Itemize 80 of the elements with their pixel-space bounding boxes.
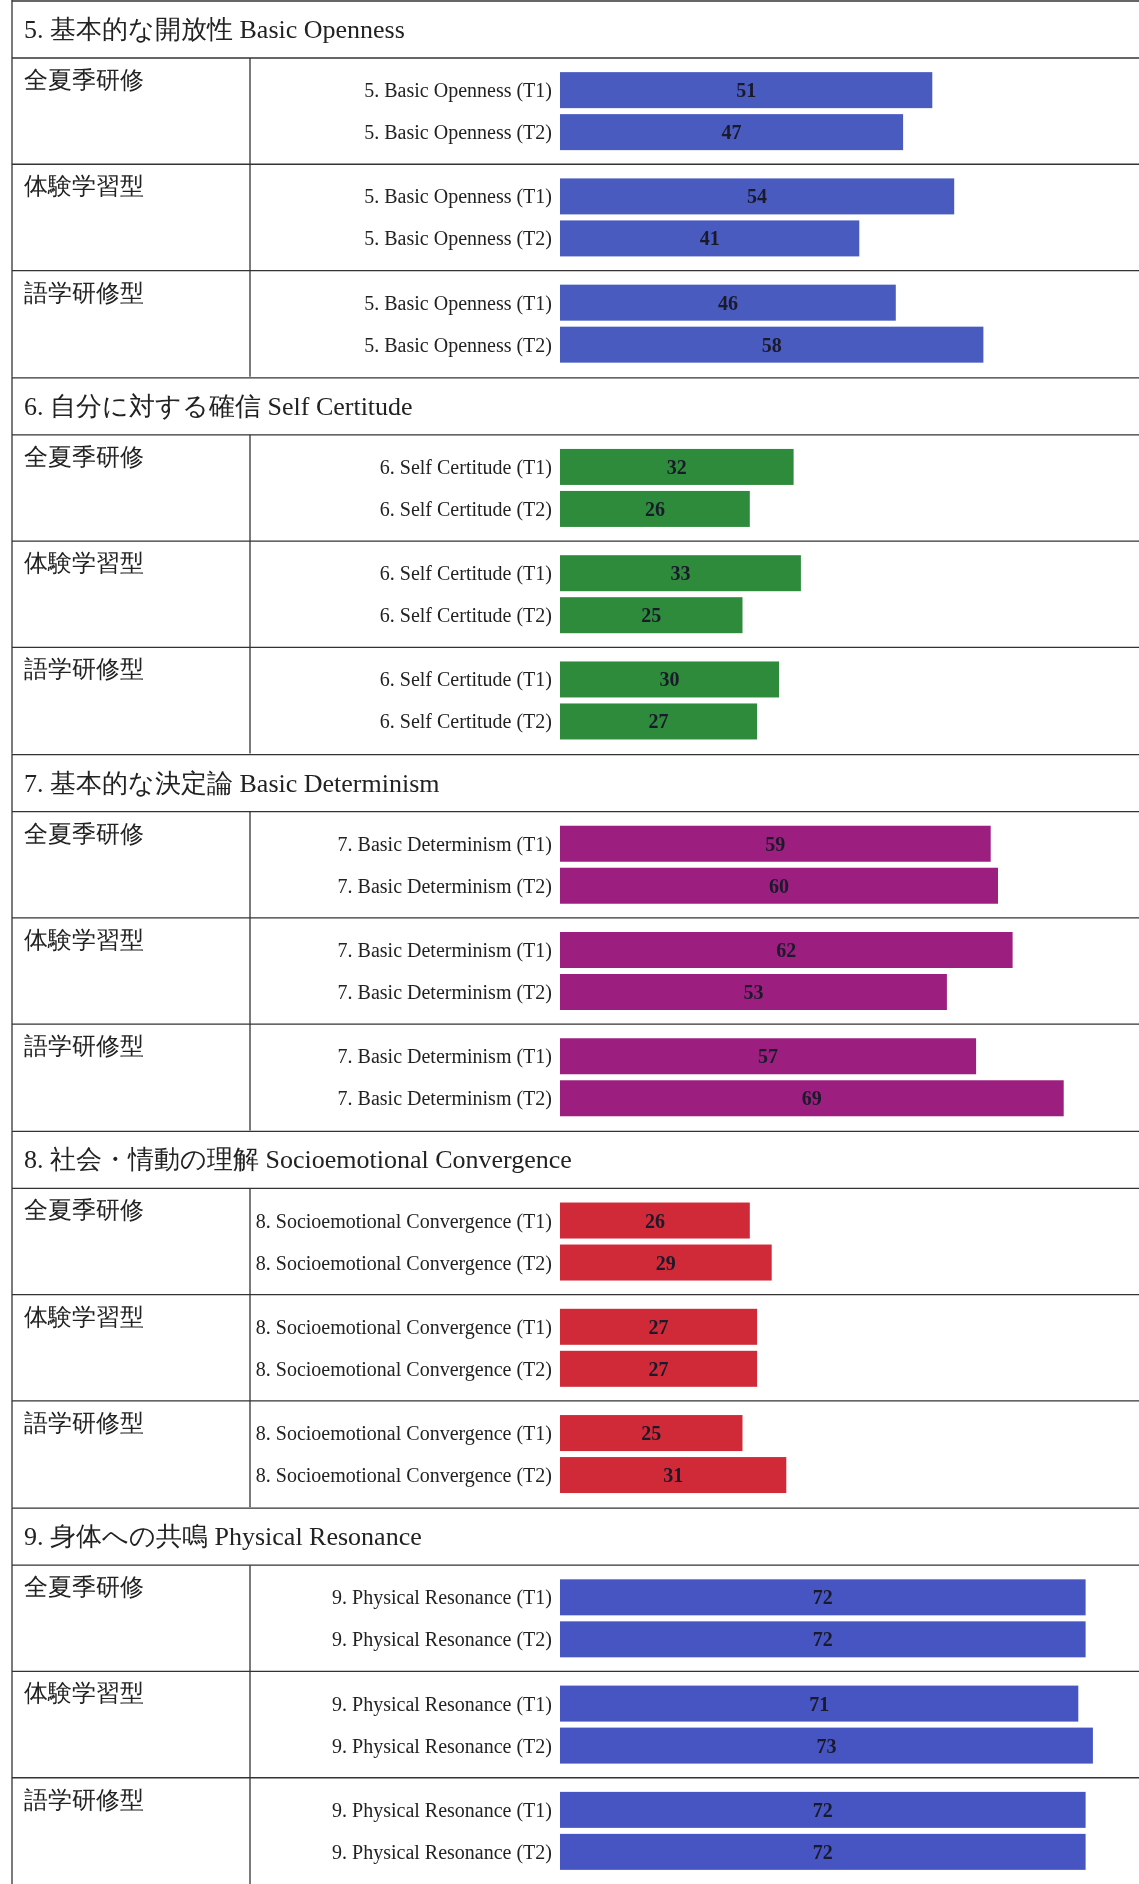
- y-tick-label: 8. Socioemotional Convergence (T1): [255, 1315, 552, 1339]
- y-tick-label: 9. Physical Resonance (T2): [332, 1628, 552, 1652]
- data-label: 29: [655, 1251, 676, 1274]
- y-tick-label: 6. Self Certitude (T2): [379, 710, 552, 734]
- y-tick-label: 8. Socioemotional Convergence (T1): [255, 1209, 552, 1233]
- y-tick-label: 6. Self Certitude (T1): [379, 562, 552, 586]
- y-tick-label: 7. Basic Determinism (T2): [337, 981, 552, 1004]
- data-label: 46: [717, 291, 738, 314]
- y-tick-label: 5. Basic Openness (T2): [364, 227, 552, 251]
- data-label: 27: [648, 1357, 669, 1380]
- y-tick-label: 9. Physical Resonance (T2): [332, 1840, 552, 1864]
- text: 体験学習型: [24, 550, 144, 577]
- y-tick-label: 9. Physical Resonance (T1): [332, 1692, 552, 1716]
- data-label: 59: [765, 832, 786, 855]
- data-label: 58: [761, 333, 782, 356]
- text: 体験学習型: [24, 1303, 144, 1330]
- text: 語学研修型: [24, 279, 144, 306]
- text: 体験学習型: [24, 1680, 144, 1707]
- data-label: 57: [758, 1045, 779, 1068]
- data-label: 54: [747, 185, 768, 208]
- y-tick-label: 7. Basic Determinism (T1): [337, 939, 552, 962]
- text: 語学研修型: [24, 1033, 144, 1060]
- data-label: 69: [801, 1087, 822, 1110]
- data-label: 47: [721, 121, 742, 144]
- y-tick-label: 9. Physical Resonance (T1): [332, 1798, 552, 1822]
- y-tick-label: 6. Self Certitude (T1): [379, 455, 552, 479]
- text: 語学研修型: [24, 656, 144, 683]
- text: 体験学習型: [24, 173, 144, 200]
- y-tick-label: 8. Socioemotional Convergence (T2): [255, 1357, 552, 1381]
- text: 語学研修型: [24, 1786, 144, 1813]
- text: 全夏季研修: [24, 1197, 144, 1224]
- data-label: 30: [659, 668, 680, 691]
- data-label: 72: [812, 1840, 833, 1863]
- y-tick-label: 5. Basic Openness (T2): [364, 121, 552, 145]
- text: 9. 身体への共鳴 Physical Resonance: [24, 1522, 422, 1552]
- data-label: 27: [648, 710, 669, 733]
- y-tick-label: 7. Basic Determinism (T1): [337, 1045, 552, 1069]
- data-label: 73: [816, 1734, 837, 1757]
- data-label: 53: [743, 981, 764, 1003]
- data-label: 26: [644, 497, 665, 520]
- y-tick-label: 9. Physical Resonance (T1): [332, 1586, 552, 1610]
- text: 6. 自分に対する確信 Self Certitude: [24, 391, 413, 421]
- data-label: 71: [809, 1692, 830, 1715]
- data-label: 72: [812, 1798, 833, 1821]
- y-tick-label: 9. Physical Resonance (T2): [332, 1734, 552, 1758]
- data-label: 41: [699, 227, 720, 250]
- data-label: 33: [670, 562, 691, 585]
- y-tick-label: 5. Basic Openness (T1): [364, 185, 552, 209]
- text: 語学研修型: [24, 1409, 144, 1436]
- data-label: 72: [812, 1628, 833, 1651]
- data-label: 26: [644, 1209, 665, 1232]
- data-label: 51: [736, 79, 757, 102]
- data-label: 32: [666, 455, 687, 478]
- y-tick-label: 6. Self Certitude (T1): [379, 668, 552, 692]
- data-label: 25: [641, 1422, 662, 1445]
- text: 8. 社会・情動の理解 Socioemotional Convergence: [24, 1145, 572, 1175]
- data-label: 72: [812, 1586, 833, 1609]
- y-tick-label: 6. Self Certitude (T2): [379, 497, 552, 521]
- text: 7. 基本的な決定論 Basic Determinism: [24, 768, 440, 798]
- data-label: 62: [776, 939, 797, 961]
- y-tick-label: 8. Socioemotional Convergence (T2): [255, 1251, 552, 1275]
- data-label: 27: [648, 1315, 669, 1338]
- text: 全夏季研修: [24, 67, 144, 93]
- data-label: 31: [663, 1464, 684, 1487]
- text: 全夏季研修: [24, 443, 144, 470]
- y-tick-label: 7. Basic Determinism (T1): [337, 832, 552, 856]
- text: 全夏季研修: [24, 1574, 144, 1601]
- text: 5. 基本的な開放性 Basic Openness: [24, 15, 405, 44]
- data-label: 25: [641, 604, 662, 627]
- y-tick-label: 7. Basic Determinism (T2): [337, 874, 552, 898]
- y-tick-label: 5. Basic Openness (T1): [364, 291, 552, 315]
- data-label: 60: [769, 874, 789, 897]
- y-tick-label: 5. Basic Openness (T2): [364, 333, 552, 357]
- y-tick-label: 8. Socioemotional Convergence (T2): [255, 1464, 552, 1488]
- y-tick-label: 7. Basic Determinism (T2): [337, 1087, 552, 1111]
- y-tick-label: 8. Socioemotional Convergence (T1): [255, 1422, 552, 1446]
- y-tick-label: 5. Basic Openness (T1): [364, 79, 552, 103]
- text: 全夏季研修: [24, 820, 144, 847]
- y-tick-label: 6. Self Certitude (T2): [379, 604, 552, 628]
- text: 体験学習型: [24, 926, 144, 953]
